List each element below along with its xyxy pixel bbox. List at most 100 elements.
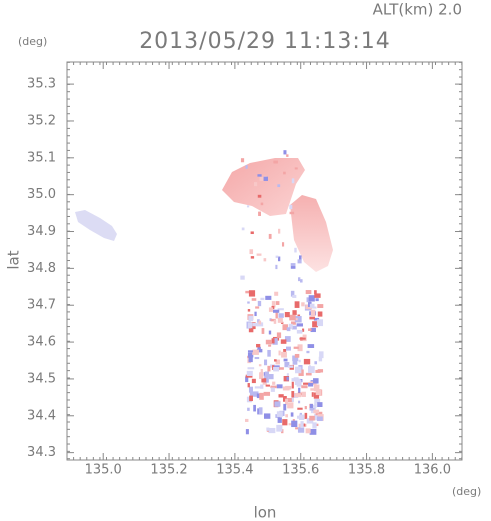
echo-speckle [277, 308, 284, 311]
echo-speckle [250, 256, 255, 259]
echo-speckle [272, 381, 276, 385]
echo-speckle [290, 412, 294, 417]
echo-speckle [260, 297, 265, 301]
echo-speckle [285, 385, 292, 390]
echo-speckle [265, 339, 272, 345]
echo-speckle [284, 312, 290, 318]
echo-speckle [265, 295, 272, 300]
echo-speckle [301, 391, 306, 397]
echo-speckle [295, 427, 299, 430]
echo-speckle [308, 328, 312, 331]
echo-speckle [247, 407, 250, 411]
echo-speckle [276, 332, 282, 338]
echo-speckle [247, 383, 250, 388]
echo-speckle [245, 418, 249, 422]
echo-speckle [273, 160, 278, 164]
echo-speckle [264, 371, 269, 377]
echo-speckle [302, 423, 305, 427]
echo-speckle [292, 355, 299, 362]
echo-speckle [247, 352, 254, 358]
echo-speckle [275, 255, 279, 258]
echo-speckle [305, 290, 312, 295]
echo-speckle [285, 398, 289, 405]
echo-speckle [263, 391, 271, 396]
echo-speckle [254, 182, 258, 187]
echo-speckle [301, 385, 308, 389]
echo-speckle [275, 311, 278, 319]
x-unit: (deg) [452, 485, 481, 498]
echo-speckle [259, 372, 264, 379]
echo-speckle [288, 323, 293, 329]
y-tick-label: 34.6 [27, 335, 56, 350]
echo-speckle [258, 407, 263, 415]
x-tick-label: 135.2 [150, 463, 187, 478]
echo-speckle [296, 329, 303, 334]
echo-speckle [274, 359, 277, 362]
echo-speckle [310, 327, 316, 333]
echo-speckle [253, 391, 259, 397]
echo-speckle [283, 150, 287, 155]
echo-speckle [278, 313, 284, 318]
x-tick-label: 135.4 [216, 463, 253, 478]
echo-speckle [274, 291, 279, 296]
x-tick-label: 135.0 [85, 463, 122, 478]
x-tick-label: 135.8 [348, 463, 385, 478]
echo-speckle [275, 301, 280, 305]
echo-speckle [310, 388, 317, 391]
echo-speckle [276, 424, 283, 432]
echo-speckle [277, 184, 281, 188]
echo-speckle [295, 378, 299, 386]
echo-speckle [268, 307, 273, 312]
echo-speckle [310, 409, 315, 414]
echo-area [290, 195, 333, 272]
echo-speckle [311, 392, 314, 397]
echo-speckle [291, 325, 297, 330]
echo-speckle [249, 395, 253, 402]
echo-speckle [286, 346, 291, 351]
echo-speckle [254, 311, 257, 317]
echo-speckle [312, 321, 318, 328]
echo-speckle [316, 319, 324, 327]
echo-speckle [313, 317, 320, 321]
echo-speckle [246, 205, 250, 208]
echo-speckle [246, 370, 253, 376]
echo-speckle [298, 359, 301, 363]
echo-speckle [281, 242, 285, 247]
echo-speckle [305, 428, 311, 434]
echo-speckle [302, 328, 305, 332]
echo-speckle [318, 356, 323, 362]
echo-speckle [301, 302, 305, 307]
echo-speckle [262, 382, 267, 385]
echo-speckle [294, 247, 297, 253]
echo-speckle [255, 306, 260, 309]
y-tick-label: 35.1 [27, 150, 56, 165]
echo-speckle [317, 402, 323, 407]
echo-speckle [277, 417, 282, 423]
y-tick-label: 34.8 [27, 261, 56, 276]
echo-speckle [282, 419, 288, 426]
echo-speckle [298, 255, 302, 261]
echo-speckle [251, 378, 256, 384]
echo-speckle [257, 300, 262, 307]
chart-title: 2013/05/29 11:13:14 [139, 29, 391, 54]
echo-speckle [314, 290, 317, 295]
echo-speckle [309, 316, 315, 320]
radar-echo [75, 150, 333, 435]
echo-speckle [257, 346, 261, 351]
echo-speckle [313, 384, 320, 392]
echo-speckle [296, 323, 303, 327]
echo-speckle [273, 366, 280, 372]
x-tick-label: 135.6 [282, 463, 319, 478]
echo-speckle [317, 311, 323, 317]
echo-speckle [261, 378, 267, 383]
echo-speckle [288, 423, 293, 426]
echo-speckle [294, 301, 300, 308]
echo-speckle [317, 304, 324, 309]
echo-speckle [248, 355, 253, 363]
echo-speckle [278, 394, 284, 398]
echo-speckle [299, 279, 303, 283]
echo-speckle [304, 412, 308, 419]
echo-speckle [304, 406, 307, 410]
echo-speckle [315, 411, 323, 416]
